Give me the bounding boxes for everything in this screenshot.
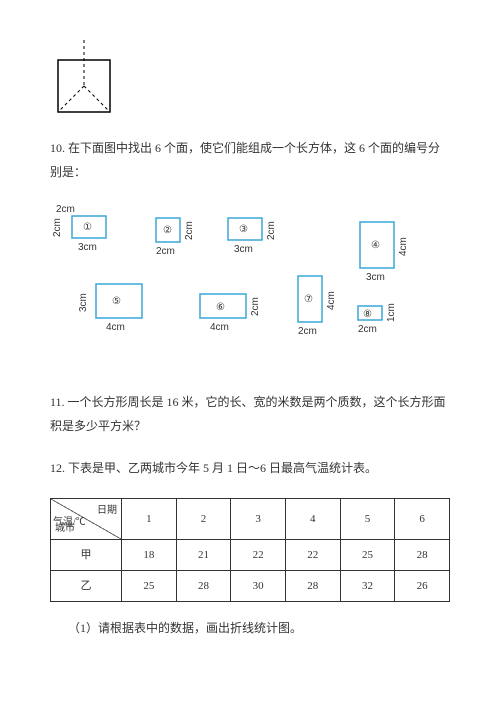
- city-cell: 乙: [51, 571, 122, 602]
- svg-text:3cm: 3cm: [234, 244, 253, 255]
- svg-text:②: ②: [163, 225, 172, 236]
- value-cell: 22: [285, 540, 340, 571]
- value-cell: 21: [176, 540, 231, 571]
- col-header-label: 日期: [97, 501, 117, 521]
- row-header-label: 城市: [55, 519, 75, 539]
- date-header: 2: [176, 499, 231, 540]
- value-cell: 25: [122, 571, 177, 602]
- svg-text:4cm: 4cm: [106, 322, 125, 333]
- svg-text:2cm: 2cm: [56, 204, 75, 215]
- svg-text:3cm: 3cm: [78, 242, 97, 253]
- svg-text:2cm: 2cm: [184, 221, 195, 240]
- svg-text:2cm: 2cm: [266, 221, 277, 240]
- date-header: 6: [395, 499, 450, 540]
- value-cell: 30: [231, 571, 286, 602]
- city-cell: 甲: [51, 540, 122, 571]
- temperature-table: 日期 气温/℃ 城市 1 2 3 4 5 6 甲 18 21 22 22 25 …: [50, 498, 450, 602]
- value-cell: 32: [340, 571, 395, 602]
- table-row: 乙 25 28 30 28 32 26: [51, 571, 450, 602]
- svg-text:4cm: 4cm: [210, 322, 229, 333]
- svg-text:3cm: 3cm: [78, 293, 89, 312]
- q10-text: 10. 在下面图中找出 6 个面，使它们能组成一个长方体，这 6 个面的编号分别…: [50, 141, 440, 179]
- date-header: 3: [231, 499, 286, 540]
- value-cell: 22: [231, 540, 286, 571]
- value-cell: 28: [285, 571, 340, 602]
- svg-text:4cm: 4cm: [398, 237, 409, 256]
- svg-text:1cm: 1cm: [386, 303, 397, 322]
- q12sub-text: （1）请根据表中的数据，画出折线统计图。: [68, 621, 302, 635]
- date-header: 5: [340, 499, 395, 540]
- rect-options-diagram: 2cm ① 3cm 2cm ② 2cm 2cm ③ 3cm 2cm ④ 3cm …: [50, 202, 450, 372]
- date-header: 1: [122, 499, 177, 540]
- question-10: 10. 在下面图中找出 6 个面，使它们能组成一个长方体，这 6 个面的编号分别…: [50, 136, 450, 184]
- value-cell: 26: [395, 571, 450, 602]
- value-cell: 28: [395, 540, 450, 571]
- value-cell: 18: [122, 540, 177, 571]
- svg-text:⑤: ⑤: [112, 296, 121, 307]
- svg-text:4cm: 4cm: [326, 291, 337, 310]
- svg-text:①: ①: [83, 222, 92, 233]
- svg-text:⑥: ⑥: [216, 302, 225, 313]
- svg-text:3cm: 3cm: [366, 272, 385, 283]
- cube-net-diagram: [50, 40, 120, 118]
- svg-text:2cm: 2cm: [250, 297, 261, 316]
- value-cell: 28: [176, 571, 231, 602]
- svg-text:2cm: 2cm: [52, 218, 63, 237]
- svg-text:④: ④: [371, 240, 380, 251]
- date-header: 4: [285, 499, 340, 540]
- svg-text:⑧: ⑧: [363, 309, 372, 320]
- table-row: 甲 18 21 22 22 25 28: [51, 540, 450, 571]
- svg-text:③: ③: [239, 224, 248, 235]
- svg-text:2cm: 2cm: [156, 246, 175, 257]
- q11-text: 11. 一个长方形周长是 16 米，它的长、宽的米数是两个质数，这个长方形面积是…: [50, 395, 446, 433]
- table-header-row: 日期 气温/℃ 城市 1 2 3 4 5 6: [51, 499, 450, 540]
- svg-text:2cm: 2cm: [358, 324, 377, 335]
- question-11: 11. 一个长方形周长是 16 米，它的长、宽的米数是两个质数，这个长方形面积是…: [50, 390, 450, 438]
- q12-text: 12. 下表是甲、乙两城市今年 5 月 1 日～6 日最高气温统计表。: [50, 461, 377, 475]
- svg-text:⑦: ⑦: [304, 294, 313, 305]
- question-12: 12. 下表是甲、乙两城市今年 5 月 1 日～6 日最高气温统计表。: [50, 456, 450, 480]
- table-corner-cell: 日期 气温/℃ 城市: [51, 499, 122, 540]
- value-cell: 25: [340, 540, 395, 571]
- question-12-sub1: （1）请根据表中的数据，画出折线统计图。: [50, 616, 450, 640]
- svg-text:2cm: 2cm: [298, 326, 317, 337]
